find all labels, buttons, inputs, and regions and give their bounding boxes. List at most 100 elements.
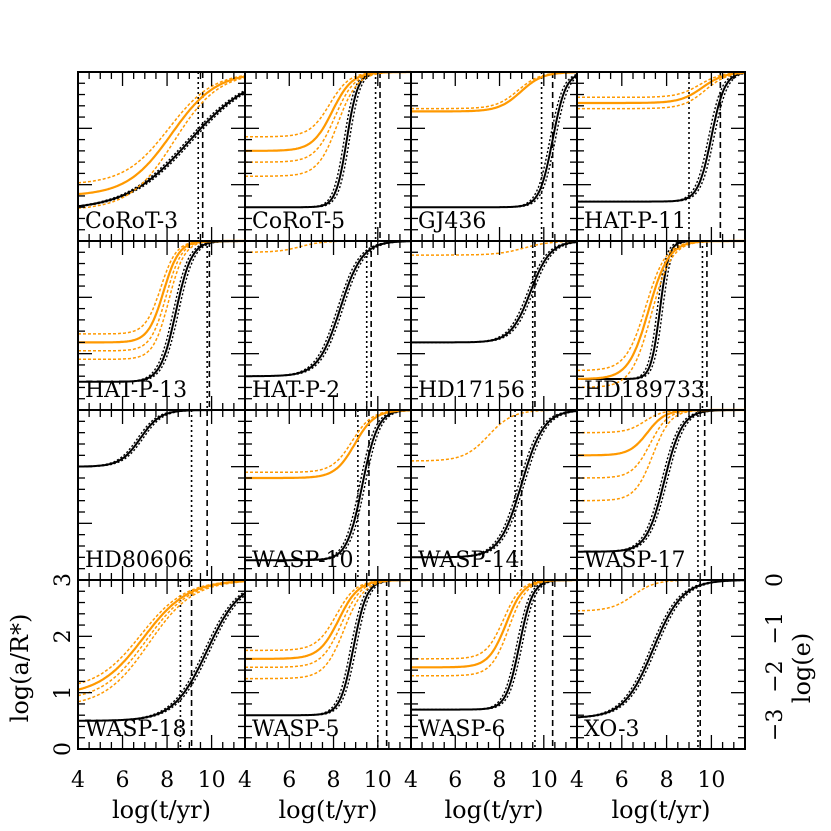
eccentricity-curve xyxy=(577,409,745,479)
semimajor-axis-curve xyxy=(245,240,411,378)
x-tick-label: 6 xyxy=(615,768,629,793)
eccentricity-curve xyxy=(411,409,577,462)
eccentricity-curve xyxy=(78,240,245,335)
semimajor-axis-curve xyxy=(245,240,411,377)
panel-label: HD189733 xyxy=(584,378,705,403)
x-tick-label: 4 xyxy=(71,768,85,793)
panel-label: WASP-17 xyxy=(584,548,686,573)
semimajor-axis-curve xyxy=(245,409,411,561)
x-tick-label: 10 xyxy=(198,768,226,793)
panel-ticks xyxy=(410,409,577,581)
eccentricity-curve xyxy=(577,72,746,110)
right-y-tick-label: 0 xyxy=(763,573,788,587)
panel-corot-5: CoRoT-5 xyxy=(244,70,412,242)
panel-label: WASP-18 xyxy=(85,717,187,742)
semimajor-axis-curve xyxy=(245,71,411,208)
panel-hd189733: HD189733 xyxy=(576,239,746,411)
panel-ticks xyxy=(576,240,745,411)
panel-label: GJ436 xyxy=(418,209,486,234)
semimajor-axis-curve xyxy=(77,409,245,468)
eccentricity-curve xyxy=(245,71,411,177)
semimajor-axis-curve xyxy=(576,579,745,719)
panel-ticks xyxy=(77,409,245,581)
semimajor-axis-curve xyxy=(78,590,246,722)
x-tick-label: 4 xyxy=(238,768,252,793)
panel-hd17156: HD17156 xyxy=(410,240,578,411)
panel-gj436: GJ436 xyxy=(410,71,578,242)
panel-label: HAT-P-13 xyxy=(85,378,187,403)
panel-ticks xyxy=(410,579,577,750)
eccentricity-curve xyxy=(245,70,411,152)
y-axis-label-left: log(a/R*) xyxy=(6,614,34,723)
x-axis-label: log(t/yr) xyxy=(112,796,211,824)
eccentricity-curve xyxy=(245,579,411,669)
panel-wasp-17: WASP-17 xyxy=(576,408,746,581)
semimajor-axis-curve xyxy=(411,410,578,559)
semimajor-axis-curve xyxy=(411,410,578,558)
eccentricity-curve xyxy=(77,580,246,697)
eccentricity-curve xyxy=(411,71,578,113)
x-tick-label: 4 xyxy=(404,768,418,793)
panel-ticks xyxy=(77,71,245,242)
left-y-tick-labels: 0 1 2 3 xyxy=(51,573,76,756)
x-tick-label: 6 xyxy=(282,768,296,793)
semimajor-axis-curve xyxy=(245,71,411,208)
panel-ticks xyxy=(244,71,411,242)
panel-label: HD17156 xyxy=(418,378,525,403)
panel-frame xyxy=(576,579,746,750)
eccentricity-curve xyxy=(577,240,745,389)
semimajor-axis-curve xyxy=(77,89,246,207)
semimajor-axis-curve xyxy=(577,71,746,203)
semimajor-axis-curve xyxy=(411,240,578,344)
panel-hat-p-2: HAT-P-2 xyxy=(244,240,412,411)
semimajor-axis-curve xyxy=(411,76,578,208)
eccentricity-curve xyxy=(77,580,245,703)
panel-hat-p-13: HAT-P-13 xyxy=(77,239,246,411)
semimajor-axis-curve xyxy=(577,409,745,553)
panel-ticks xyxy=(77,579,245,750)
panel-label: WASP-6 xyxy=(418,717,506,742)
semimajor-axis-curve xyxy=(78,409,245,468)
x-tick-label: 8 xyxy=(493,768,507,793)
x-tick-label: 10 xyxy=(697,768,725,793)
panel-wasp-14: WASP-14 xyxy=(410,409,578,581)
eccentricity-curve xyxy=(78,240,245,361)
x-tick-label: 4 xyxy=(570,768,584,793)
left-y-tick-label: 0 xyxy=(51,742,76,756)
eccentricity-curve xyxy=(577,71,746,99)
panel-label: WASP-10 xyxy=(252,548,354,573)
x-axis-label: log(t/yr) xyxy=(445,796,544,824)
x-tick-label: 8 xyxy=(160,768,174,793)
panel-wasp-5: WASP-5 xyxy=(244,579,412,750)
semimajor-axis-curve xyxy=(245,240,411,377)
right-y-tick-label: −2 xyxy=(763,660,788,692)
panel-label: CoRoT-3 xyxy=(85,209,178,234)
right-y-tick-label: −3 xyxy=(763,709,788,741)
panel-xo-3: XO-3 xyxy=(576,579,746,750)
eccentricity-curve xyxy=(245,71,411,163)
semimajor-axis-curve xyxy=(577,579,745,719)
panel-hd80606: HD80606 xyxy=(77,409,246,581)
semimajor-axis-curve xyxy=(245,409,411,562)
panel-corot-3: CoRoT-3 xyxy=(77,71,246,242)
semimajor-axis-curve xyxy=(577,240,745,380)
left-y-tick-label: 1 xyxy=(51,686,76,700)
x-tick-label: 8 xyxy=(327,768,341,793)
panel-wasp-6: WASP-6 xyxy=(410,578,578,750)
semimajor-axis-curve xyxy=(577,240,745,380)
semimajor-axis-curve xyxy=(411,74,578,209)
x-tick-label: 6 xyxy=(448,768,462,793)
semimajor-axis-curve xyxy=(411,410,578,558)
panel-ticks xyxy=(410,240,577,411)
panel-label: HD80606 xyxy=(85,548,192,573)
right-y-tick-labels: −3 −2 −1 0 xyxy=(763,573,788,741)
panel-ticks xyxy=(244,579,411,750)
eccentricity-curve xyxy=(245,240,411,253)
semimajor-axis-curve xyxy=(77,92,246,208)
y-axis-label-right: log(e) xyxy=(788,633,816,703)
semimajor-axis-curve xyxy=(577,579,745,718)
x-tick-label: 6 xyxy=(116,768,130,793)
eccentricity-curve xyxy=(245,579,411,680)
semimajor-axis-curve xyxy=(245,409,412,561)
semimajor-axis-curve xyxy=(78,594,246,722)
